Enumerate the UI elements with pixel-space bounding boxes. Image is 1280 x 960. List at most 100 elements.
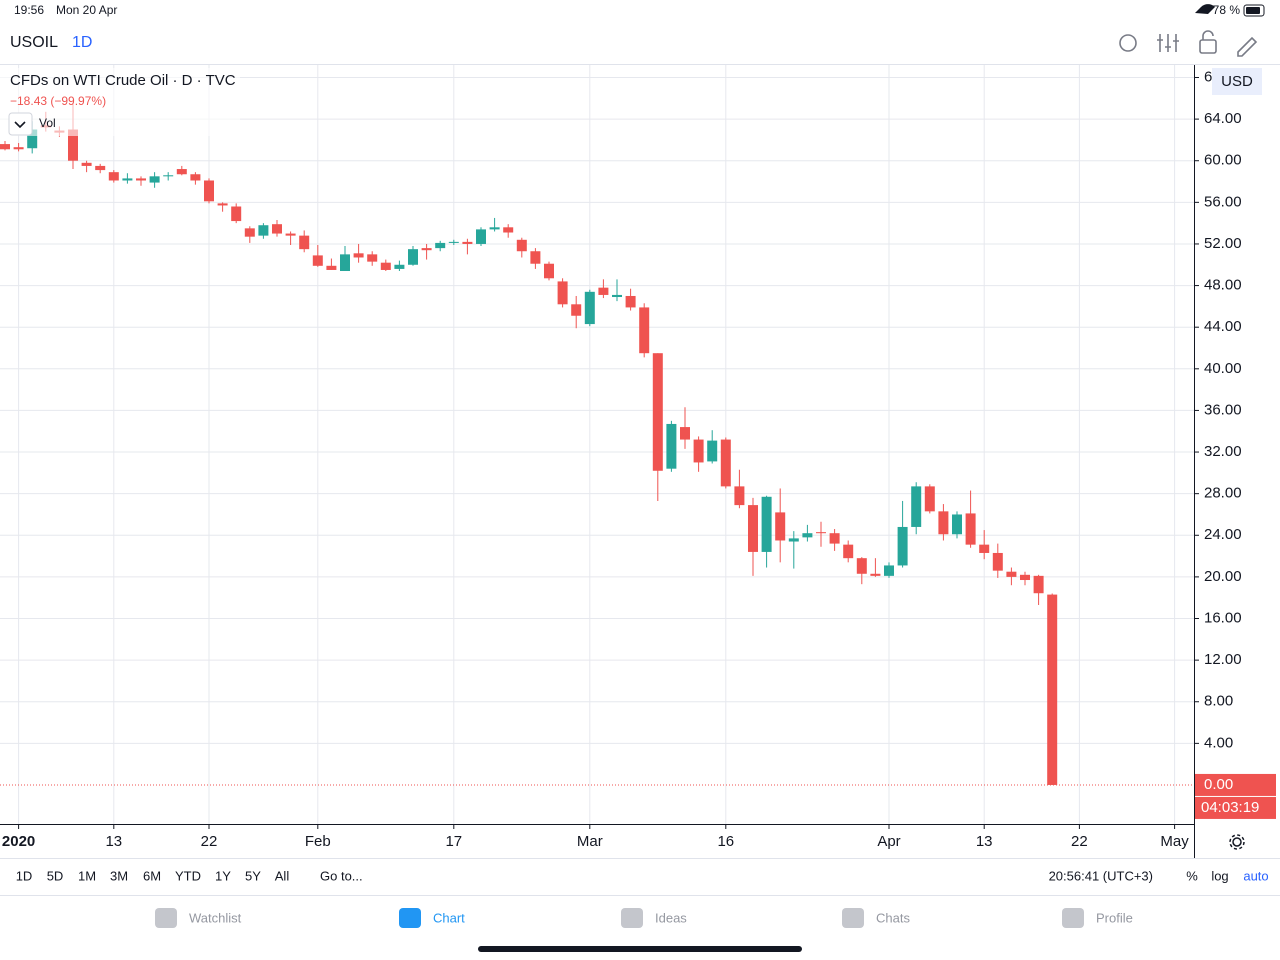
candle-body [81,162,92,166]
range-button[interactable]: 6M [143,868,161,883]
candle-body [0,144,10,150]
tab-label[interactable]: Chats [876,910,910,925]
candle-body [693,439,704,463]
range-bar: 1D 5D 1M 3M 6M YTD 1Y 5Y All Go to...% log auto [16,868,1269,883]
x-tick-label: Feb [305,833,331,850]
x-tick-label: May [1160,833,1189,850]
plot [0,102,1194,786]
tab-icon[interactable] [155,908,177,928]
candle-body [421,248,432,251]
candle-body [122,178,133,181]
battery-level: 78 % [1213,3,1241,17]
candle-body [244,228,255,237]
battery-icon [1243,4,1265,17]
range-button[interactable]: 5Y [245,868,261,883]
home-indicator [478,946,802,952]
y-tick-label: 52.00 [1204,235,1242,252]
tab-icon[interactable] [399,908,421,928]
candle-body [27,129,38,149]
alert-icon[interactable] [1119,34,1137,52]
change: −18.43 (−99.97%) [10,94,106,108]
candle-body [911,486,922,527]
candle-body [802,533,813,538]
candle-body [530,251,541,264]
drawing-icon[interactable] [1237,36,1258,57]
candle-body [163,175,174,177]
candle-body [584,291,595,325]
chart-title: CFDs on WTI Crude Oil · D · TVC [10,72,236,89]
candle-body [598,287,609,295]
candle-body [816,532,826,534]
indicator[interactable]: Vol [39,116,56,130]
currency[interactable]: USD [1221,73,1253,90]
y-tick-label: 60.00 [1204,152,1242,169]
x-tick-label: 16 [717,833,734,850]
candle-body [231,206,242,222]
range-button[interactable]: 1Y [215,868,231,883]
goto-button[interactable]: Go to... [320,868,363,883]
y-tick-label: 28.00 [1204,485,1242,502]
candle-body [176,169,187,175]
tab-label[interactable]: Watchlist [189,910,242,925]
candle-body [448,241,459,243]
tab-icon[interactable] [842,908,864,928]
candle-body [856,558,867,574]
candle-body [979,544,990,553]
range-button[interactable]: 5D [47,868,64,883]
candle-body [204,180,214,202]
axis-option[interactable]: % [1186,868,1198,883]
candle-body [775,512,786,541]
interval[interactable]: 1D [72,34,92,51]
legend-toggle[interactable] [8,112,33,136]
range-button[interactable]: 1M [78,868,96,883]
countdown-badge [1195,796,1276,819]
candle-body [340,254,350,272]
y-tick-label: 36.00 [1204,401,1242,418]
candle-body [720,439,731,487]
indicators-icon[interactable] [1157,34,1179,52]
y-tick-label: 16.00 [1204,609,1242,626]
candle-body [108,172,119,181]
y-tick-label: 24.00 [1204,526,1242,543]
range-button[interactable]: All [275,868,290,883]
axis-option[interactable]: auto [1243,868,1268,883]
candle-body [380,262,391,270]
tab-label[interactable]: Ideas [655,910,687,925]
candle-body [612,294,622,298]
grid [0,65,1194,824]
candle-body [136,178,146,181]
countdown: 04:03:19 [1201,799,1259,816]
candle-body [516,239,527,252]
tab-label[interactable]: Chart [433,910,465,925]
candle-body [435,242,446,249]
symbol[interactable]: USOIL [10,34,58,51]
candle-body [13,147,24,150]
axis-option[interactable]: log [1211,868,1228,883]
tab-label[interactable]: Profile [1096,910,1133,925]
range-button[interactable]: YTD [175,868,201,883]
range-button[interactable]: 3M [110,868,128,883]
y-tick-label: 12.00 [1204,651,1242,668]
tab-icon[interactable] [621,908,643,928]
lock-shackle [1202,30,1214,40]
lock-icon[interactable] [1199,39,1217,54]
candle-body [1006,571,1017,577]
y-tick-label: 8.00 [1204,693,1233,710]
candle-body [761,496,772,552]
tab-icon[interactable] [1062,908,1084,928]
currency-badge[interactable] [1212,68,1262,95]
candle-body [503,227,514,233]
candle-body [217,203,228,206]
candle-body [829,533,840,544]
candle-body [1020,574,1030,581]
candle-body [190,174,201,181]
candle-body [149,176,160,183]
candle-body [639,307,650,354]
settings-icon[interactable] [1229,834,1245,850]
candle-body [965,513,976,545]
range-button[interactable]: 1D [16,868,33,883]
x-tick-label: Mar [577,833,603,850]
candle-body [367,254,378,262]
